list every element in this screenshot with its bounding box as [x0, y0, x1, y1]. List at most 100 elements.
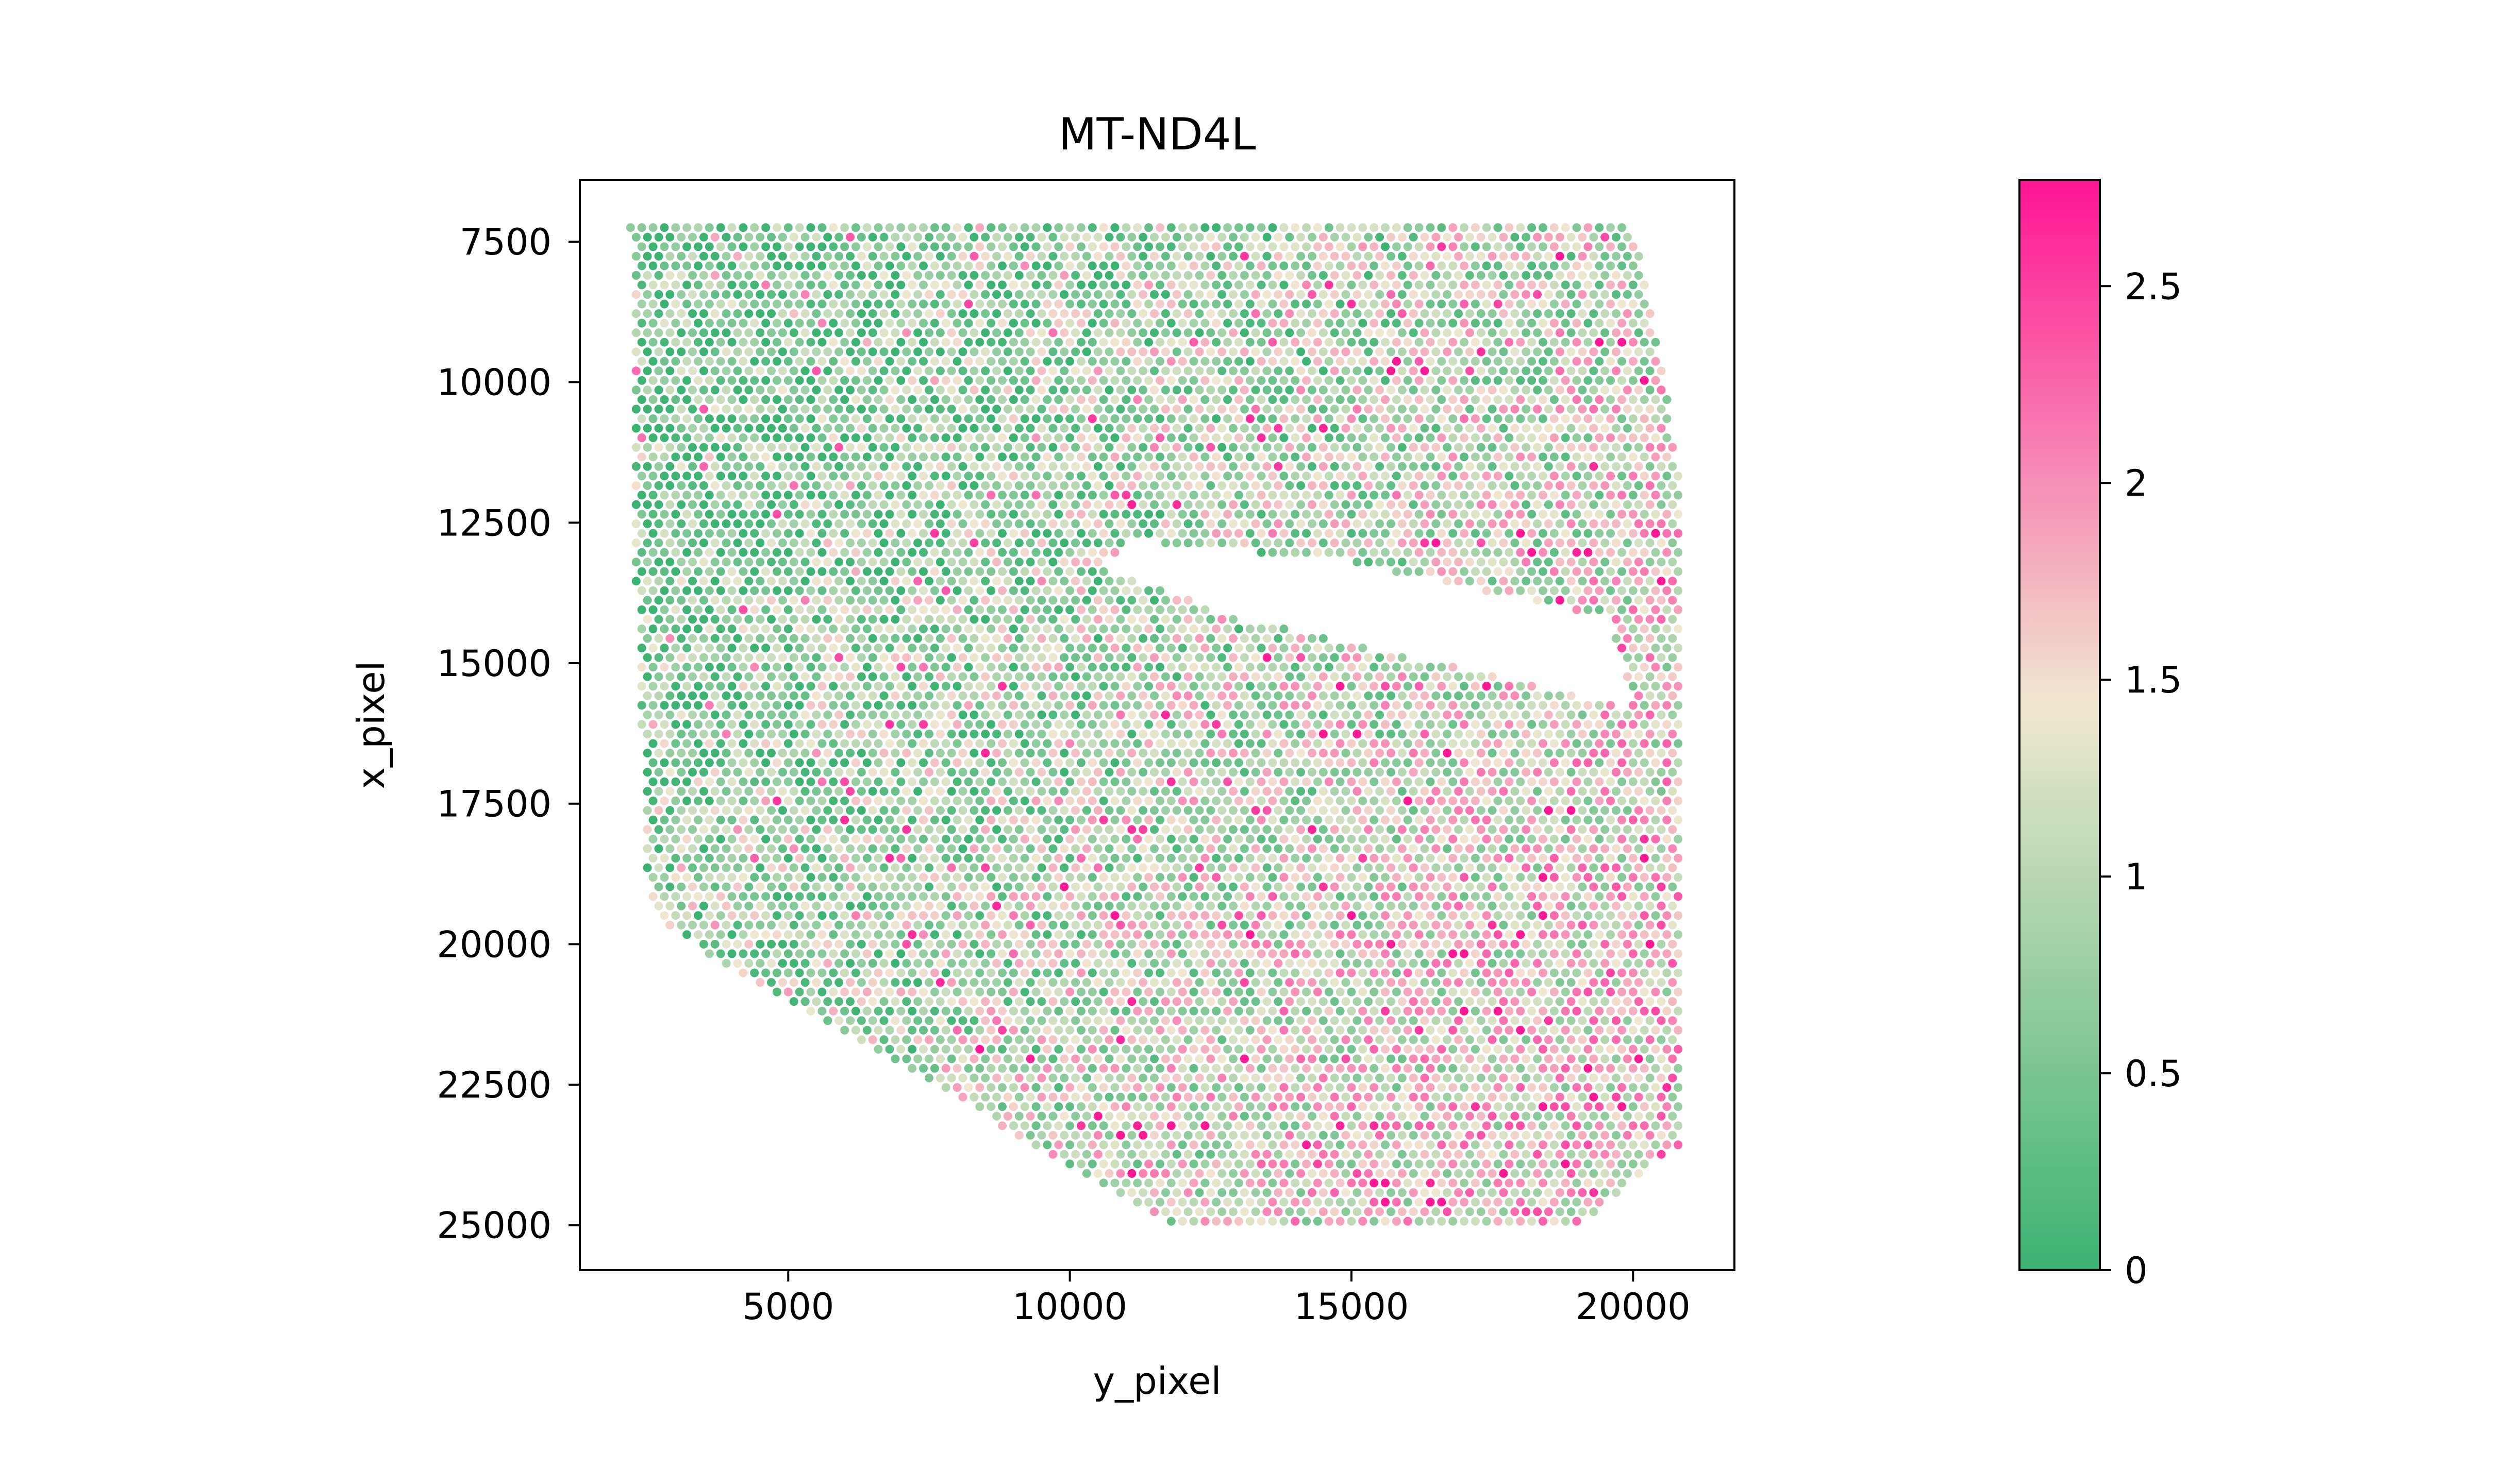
scatter-point: [1589, 251, 1598, 261]
scatter-point: [885, 433, 894, 443]
scatter-point: [857, 232, 866, 242]
scatter-point: [1640, 567, 1649, 576]
scatter-point: [1133, 376, 1142, 385]
scatter-point: [1229, 309, 1238, 318]
scatter-point: [1566, 366, 1576, 376]
scatter-point: [1274, 749, 1283, 757]
scatter-point: [1240, 366, 1249, 376]
scatter-point: [1077, 357, 1086, 366]
scatter-point: [1335, 299, 1345, 309]
scatter-point: [1392, 701, 1401, 710]
scatter-point: [1544, 519, 1553, 528]
scatter-point: [1539, 586, 1547, 595]
scatter-point: [699, 596, 708, 605]
scatter-point: [1268, 739, 1277, 748]
scatter-point: [1426, 433, 1435, 443]
scatter-point: [1352, 691, 1362, 700]
scatter-point: [1668, 596, 1677, 605]
scatter-point: [654, 749, 663, 757]
scatter-point: [1166, 758, 1176, 767]
scatter-point: [688, 653, 697, 662]
scatter-point: [1583, 299, 1593, 309]
scatter-point: [1077, 471, 1086, 481]
scatter-point: [1043, 318, 1052, 328]
scatter-point: [851, 414, 860, 424]
scatter-point: [1566, 481, 1576, 490]
scatter-point: [789, 462, 798, 471]
scatter-point: [1572, 758, 1581, 767]
scatter-point: [1071, 404, 1080, 414]
scatter-point: [1437, 548, 1446, 557]
scatter-point: [964, 682, 973, 691]
scatter-point: [970, 615, 979, 624]
scatter-point: [1189, 471, 1198, 481]
scatter-point: [1589, 385, 1598, 395]
scatter-point: [716, 625, 725, 633]
scatter-point: [1397, 768, 1407, 777]
scatter-point: [1600, 443, 1610, 452]
scatter-point: [913, 577, 923, 586]
scatter-point: [783, 739, 793, 748]
scatter-point: [789, 596, 798, 605]
scatter-point: [1195, 538, 1204, 548]
scatter-point: [1026, 710, 1035, 719]
scatter-point: [987, 548, 996, 557]
scatter-point: [1285, 462, 1294, 471]
scatter-point: [1014, 672, 1024, 681]
scatter-point: [1522, 404, 1531, 414]
scatter-point: [1651, 338, 1660, 347]
scatter-point: [1482, 376, 1491, 385]
scatter-point: [1268, 395, 1277, 404]
scatter-point: [772, 739, 781, 748]
scatter-point: [1527, 567, 1537, 576]
scatter-point: [823, 443, 832, 452]
scatter-point: [1527, 395, 1537, 404]
scatter-point: [1341, 328, 1350, 338]
scatter-point: [1330, 500, 1339, 509]
scatter-point: [1476, 328, 1485, 338]
scatter-point: [1617, 318, 1626, 328]
scatter-point: [1009, 452, 1018, 462]
scatter-point: [834, 538, 844, 548]
scatter-point: [1082, 443, 1091, 452]
scatter-point: [1195, 519, 1204, 528]
scatter-point: [1561, 491, 1570, 500]
scatter-point: [1229, 443, 1238, 452]
scatter-point: [716, 720, 725, 729]
scatter-point: [1437, 452, 1446, 462]
scatter-point: [1471, 414, 1480, 424]
scatter-point: [699, 730, 708, 738]
scatter-point: [1217, 462, 1227, 471]
scatter-point: [919, 586, 928, 595]
scatter-point: [665, 596, 675, 605]
scatter-point: [1674, 644, 1683, 653]
scatter-point: [1031, 644, 1041, 653]
scatter-point: [1223, 701, 1232, 710]
scatter-point: [789, 500, 798, 509]
scatter-point: [840, 357, 849, 366]
scatter-point: [987, 625, 996, 633]
scatter-point: [733, 385, 742, 395]
scatter-point: [1031, 261, 1041, 271]
scatter-point: [1403, 280, 1412, 290]
scatter-point: [1308, 424, 1316, 433]
scatter-point: [1240, 424, 1249, 433]
scatter-point: [1031, 720, 1041, 729]
scatter-point: [1375, 672, 1384, 681]
scatter-point: [1150, 749, 1159, 757]
scatter-point: [1268, 644, 1277, 653]
scatter-point: [1606, 529, 1615, 538]
scatter-point: [1555, 404, 1564, 414]
scatter-point: [1048, 290, 1058, 299]
scatter-point: [648, 414, 658, 424]
scatter-point: [1240, 481, 1249, 490]
scatter-point: [1223, 299, 1232, 309]
scatter-point: [1274, 328, 1283, 338]
scatter-point: [1437, 357, 1446, 366]
scatter-point: [908, 567, 917, 576]
scatter-point: [744, 328, 754, 338]
scatter-point: [885, 318, 894, 328]
scatter-point: [1651, 663, 1660, 672]
scatter-point: [1662, 720, 1672, 729]
scatter-point: [1595, 261, 1604, 271]
